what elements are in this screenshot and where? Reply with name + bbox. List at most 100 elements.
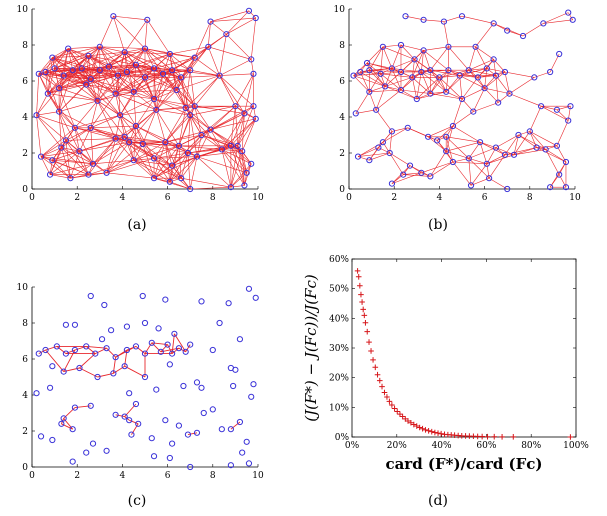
graph-edge xyxy=(452,161,472,186)
graph-node xyxy=(556,50,563,58)
graph-edge xyxy=(446,136,481,143)
graph-node xyxy=(187,463,194,471)
graph-edge xyxy=(241,151,247,173)
graph-edge xyxy=(153,89,177,100)
graph-edge xyxy=(382,46,415,60)
graph-edge xyxy=(360,71,386,87)
graph-edge xyxy=(52,46,100,58)
graph-node xyxy=(526,128,533,135)
graph-edge xyxy=(461,15,494,24)
graph-node xyxy=(150,175,158,182)
graph-edge xyxy=(106,158,155,174)
graph-edge xyxy=(115,77,146,94)
graph-edge xyxy=(153,152,189,179)
graph-node xyxy=(565,117,572,124)
graph-node xyxy=(227,184,234,191)
graph-node xyxy=(443,148,450,155)
graph-edge xyxy=(45,68,55,73)
graph-edge xyxy=(479,141,506,156)
graph-edge xyxy=(92,136,125,165)
graph-edge xyxy=(153,98,186,109)
graph-node xyxy=(420,16,427,23)
graph-edge xyxy=(169,53,182,78)
edge-group xyxy=(36,10,257,190)
graph-node xyxy=(388,180,396,187)
graph-node xyxy=(85,171,92,178)
graph-node xyxy=(139,140,146,148)
graph-edge xyxy=(52,57,64,76)
graph-edge xyxy=(445,136,469,159)
graph-edge xyxy=(165,129,211,143)
graph-node xyxy=(71,321,79,328)
data-point-plus-marker xyxy=(479,433,485,440)
graph-edge xyxy=(486,154,506,165)
graph-edge xyxy=(142,141,166,145)
graph-node xyxy=(123,68,131,76)
graph-edge xyxy=(556,120,569,146)
y-tick-label: 4 xyxy=(22,113,28,123)
graph-edge xyxy=(196,129,211,157)
graph-edge xyxy=(115,115,121,139)
graph-edge xyxy=(95,347,107,355)
data-point-plus-marker xyxy=(359,299,365,305)
graph-edge xyxy=(504,71,510,94)
graph-edge xyxy=(389,152,411,166)
graph-node xyxy=(209,406,216,413)
graph-edge xyxy=(486,68,497,76)
graph-node xyxy=(567,103,574,110)
graph-edge xyxy=(230,163,252,188)
graph-edge xyxy=(126,71,134,92)
graph-edge xyxy=(58,69,100,89)
x-tick-label: 2 xyxy=(391,193,397,203)
graph-edge xyxy=(135,53,170,66)
graph-edge xyxy=(369,68,392,71)
graph-edge xyxy=(126,53,170,73)
graph-edge xyxy=(135,346,146,354)
data-point-plus-marker xyxy=(364,328,371,335)
data-point-plus-marker xyxy=(355,274,362,280)
graph-edge xyxy=(79,353,96,369)
graph-node xyxy=(166,50,173,58)
graph-edge xyxy=(194,106,211,130)
graph-edge xyxy=(468,158,487,165)
graph-edge xyxy=(430,69,440,78)
graph-edge xyxy=(113,16,125,53)
graph-edge xyxy=(423,19,444,22)
graph-edge xyxy=(484,87,510,94)
graph-node xyxy=(178,74,185,81)
graph-edge xyxy=(484,68,488,89)
graph-node xyxy=(69,67,76,74)
graph-edge xyxy=(421,172,431,177)
graph-edge xyxy=(115,93,155,100)
graph-edge xyxy=(54,55,89,69)
graph-node xyxy=(87,292,94,300)
graph-edge xyxy=(400,71,413,78)
graph-edge xyxy=(97,71,128,102)
graph-edge xyxy=(38,349,46,354)
graph-edge xyxy=(74,127,116,139)
graph-edge xyxy=(194,57,220,76)
graph-edge xyxy=(169,46,209,55)
graph-edge xyxy=(446,150,469,159)
graph-node xyxy=(252,115,259,122)
graph-edge xyxy=(90,125,136,129)
graph-node xyxy=(562,184,570,191)
graph-edge xyxy=(375,109,393,132)
graph-node xyxy=(250,103,257,110)
graph-edge xyxy=(115,64,137,94)
graph-node xyxy=(103,447,110,454)
graph-edge xyxy=(190,105,236,116)
graph-edge xyxy=(382,46,393,69)
graph-edge xyxy=(85,84,98,101)
graph-node xyxy=(148,435,155,442)
graph-edge xyxy=(400,71,422,91)
x-tick-label: 0 xyxy=(346,193,352,203)
graph-node xyxy=(69,426,76,433)
graph-node xyxy=(69,458,76,465)
graph-edge xyxy=(475,46,494,60)
x-tick-label: 6 xyxy=(165,471,171,481)
graph-edge xyxy=(378,142,384,148)
graph-edge xyxy=(221,149,245,186)
graph-edge xyxy=(536,147,567,163)
graph-node xyxy=(166,361,173,368)
